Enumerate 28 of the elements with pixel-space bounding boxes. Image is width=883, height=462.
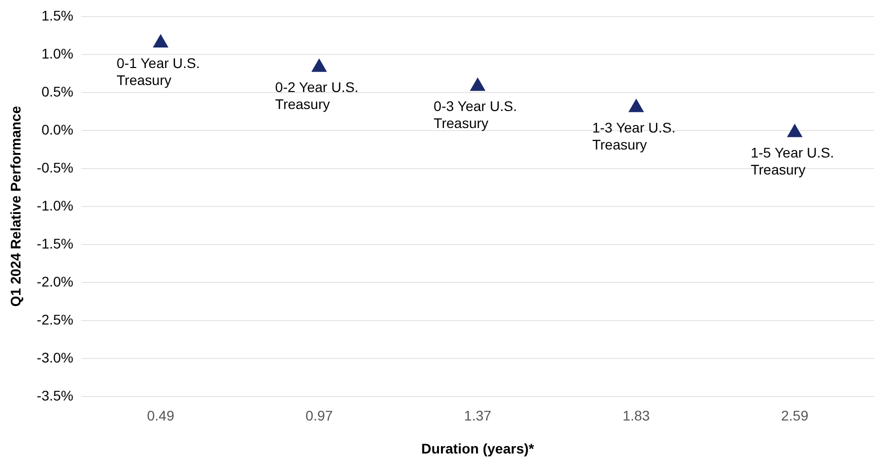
y-tick-label: -2.0% xyxy=(36,273,74,290)
annotation: 0-1 Year U.S. Treasury xyxy=(116,54,200,88)
y-tick-label: -3.0% xyxy=(36,349,74,366)
point xyxy=(628,98,644,112)
annotation: 0-3 Year U.S. Treasury xyxy=(434,98,517,132)
y-tick-label: 1.0% xyxy=(41,45,74,62)
y-tick-label: -1.0% xyxy=(36,197,74,214)
y-tick-label: -1.5% xyxy=(36,235,74,252)
x-tick-label: 1.37 xyxy=(464,408,492,424)
y-tick-label: -2.5% xyxy=(36,311,74,328)
point xyxy=(470,77,486,91)
y-tick-label: 0.0% xyxy=(41,121,74,138)
point xyxy=(152,34,168,48)
x-axis-title: Duration (years)* xyxy=(421,440,535,456)
point xyxy=(311,58,327,72)
annotation: 0-2 Year U.S. Treasury xyxy=(275,79,358,112)
y-tick-label: 1.5% xyxy=(41,7,74,24)
x-tick-label: 2.59 xyxy=(781,408,809,424)
x-tick-label: 0.49 xyxy=(147,408,174,424)
point xyxy=(786,124,803,138)
y-tick-label: -0.5% xyxy=(36,159,74,176)
annotation: 1-5 Year U.S. Treasury xyxy=(750,144,834,178)
y-tick-label: 0.5% xyxy=(41,83,74,100)
y-tick-label: -3.5% xyxy=(36,387,74,404)
x-tick-label: 1.83 xyxy=(622,408,650,424)
x-tick-label: 0.97 xyxy=(306,408,333,424)
y-axis-title: Q1 2024 Relative Performance xyxy=(7,106,24,307)
annotation: 1-3 Year U.S. Treasury xyxy=(592,119,676,152)
